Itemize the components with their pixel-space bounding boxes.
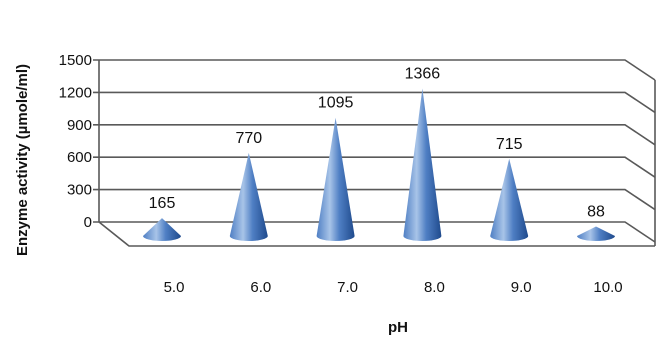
cone-mark	[143, 218, 181, 241]
cone-mark	[490, 158, 529, 241]
x-tick-label: 9.0	[511, 279, 532, 296]
gridlines	[93, 59, 656, 247]
y-tick-label: 600	[67, 149, 92, 166]
x-tick-label: 6.0	[250, 279, 271, 296]
data-label: 88	[587, 203, 605, 220]
cone-bar	[577, 226, 615, 241]
y-axis-title: Enzyme activity (µmole/ml)	[14, 64, 31, 256]
cones	[143, 88, 615, 241]
data-label: 770	[235, 130, 262, 147]
gridline	[93, 91, 656, 114]
data-label: 715	[496, 136, 523, 153]
gridline	[93, 221, 656, 243]
data-label: 1366	[405, 65, 441, 82]
cone-bar	[403, 88, 442, 241]
y-axis-ticks: 0 300 600 900 1200 1500	[59, 52, 92, 231]
cone-mark	[229, 152, 268, 241]
cone-mark	[577, 226, 615, 241]
gridline	[93, 156, 656, 178]
x-tick-label: 5.0	[164, 279, 185, 296]
data-labels: 165 770 1095 1366 715 88	[149, 65, 605, 220]
gridline	[93, 124, 656, 146]
y-tick-label: 900	[67, 117, 92, 134]
cone-mark	[316, 117, 355, 241]
y-tick-label: 0	[84, 214, 92, 231]
cone-bar	[316, 117, 355, 241]
x-tick-label: 10.0	[593, 279, 622, 296]
y-tick-label: 1200	[59, 84, 92, 101]
y-tick-label: 1500	[59, 52, 92, 69]
cone-bar	[143, 218, 181, 241]
x-axis-title: pH	[388, 319, 408, 336]
floor-edge	[98, 221, 655, 247]
y-tick-label: 300	[67, 182, 92, 199]
cone-bar	[490, 158, 529, 241]
data-label: 1095	[318, 95, 354, 112]
data-label: 165	[149, 195, 176, 212]
x-axis-ticks: 5.0 6.0 7.0 8.0 9.0 10.0	[164, 279, 623, 296]
cone-bar	[229, 152, 268, 241]
gridline	[93, 59, 656, 81]
x-tick-label: 8.0	[424, 279, 445, 296]
x-tick-label: 7.0	[337, 279, 358, 296]
cone-mark	[403, 88, 442, 241]
gridline	[93, 188, 656, 211]
